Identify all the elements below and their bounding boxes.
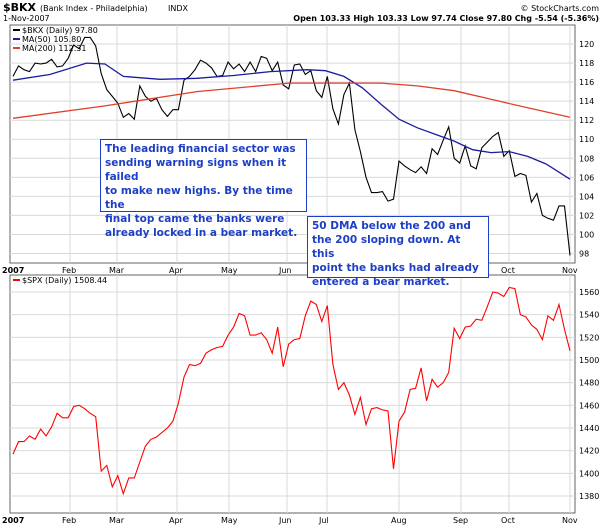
y-tick-label: 1440 bbox=[579, 424, 599, 433]
x-tick-label: 2007 bbox=[2, 266, 24, 275]
y-tick-label: 1420 bbox=[579, 447, 599, 456]
bottom-y-axis: 1380 1400 1420 1440 1460 1480 1500 1520 1540 1560 bbox=[579, 288, 599, 501]
annotation-financial-sector: The leading financial sector was sending… bbox=[100, 139, 307, 239]
bottom-x-axis: 2007 Feb Mar Apr May Jun Jul Aug Sep Oct Nov bbox=[2, 516, 578, 525]
chart-name: (Bank Index - Philadelphia) bbox=[40, 4, 148, 13]
y-tick-label: 112 bbox=[579, 116, 594, 125]
bottom-panel bbox=[9, 274, 576, 514]
x-tick-label: May bbox=[221, 516, 238, 525]
y-tick-label: 120 bbox=[579, 40, 594, 49]
y-tick-label: 1560 bbox=[579, 288, 599, 297]
y-tick-label: 116 bbox=[579, 78, 594, 87]
y-tick-label: 1540 bbox=[579, 311, 599, 320]
bottom-legend: $SPX (Daily) 1508.44 bbox=[13, 276, 107, 285]
chart-exchange: INDX bbox=[168, 4, 189, 13]
y-tick-label: 1460 bbox=[579, 401, 599, 410]
y-tick-label: 1380 bbox=[579, 492, 599, 501]
y-tick-label: 108 bbox=[579, 154, 594, 163]
chart-ohlc: Open 103.33 High 103.33 Low 97.74 Close … bbox=[293, 14, 599, 23]
annotation-50-dma: 50 DMA below the 200 and the 200 sloping… bbox=[307, 216, 489, 288]
x-tick-label: Apr bbox=[169, 266, 184, 275]
x-tick-label: Apr bbox=[169, 516, 184, 525]
legend-label: $SPX (Daily) 1508.44 bbox=[22, 276, 107, 285]
y-tick-label: 1400 bbox=[579, 469, 599, 478]
y-tick-label: 110 bbox=[579, 135, 594, 144]
y-tick-label: 118 bbox=[579, 59, 594, 68]
top-y-axis: 98 100 102 104 106 108 110 112 114 116 118 120 bbox=[579, 40, 594, 258]
y-tick-label: 104 bbox=[579, 192, 594, 201]
x-tick-label: Oct bbox=[501, 266, 515, 275]
y-tick-label: 1520 bbox=[579, 333, 599, 342]
chart-symbol: $BKX bbox=[3, 1, 37, 14]
x-tick-label: Oct bbox=[501, 516, 515, 525]
y-tick-label: 1500 bbox=[579, 356, 599, 365]
x-tick-label: 2007 bbox=[2, 516, 24, 525]
x-tick-label: Jun bbox=[278, 266, 292, 275]
x-tick-label: Feb bbox=[62, 516, 76, 525]
y-tick-label: 100 bbox=[579, 230, 594, 239]
x-tick-label: Jul bbox=[318, 516, 329, 525]
x-tick-label: May bbox=[221, 266, 238, 275]
series-line-bkx bbox=[12, 36, 571, 256]
x-tick-label: Nov bbox=[562, 266, 578, 275]
y-tick-label: 1480 bbox=[579, 379, 599, 388]
watermark: © StockCharts.com bbox=[521, 4, 600, 13]
y-tick-label: 98 bbox=[579, 249, 589, 258]
x-tick-label: Aug bbox=[391, 516, 407, 525]
x-tick-label: Feb bbox=[62, 266, 76, 275]
series-line-ma200 bbox=[12, 82, 571, 119]
y-tick-label: 102 bbox=[579, 211, 594, 220]
bottom-gridlines bbox=[10, 275, 575, 513]
series-line-ma50 bbox=[12, 62, 571, 180]
y-tick-label: 106 bbox=[579, 173, 594, 182]
y-tick-label: 114 bbox=[579, 97, 594, 106]
x-tick-label: Jun bbox=[278, 516, 292, 525]
legend-label: MA(200) 112.31 bbox=[22, 44, 86, 53]
legend-label: $BKX (Daily) 97.80 bbox=[22, 26, 98, 35]
bottom-series-group bbox=[12, 286, 571, 496]
x-tick-label: Nov bbox=[562, 516, 578, 525]
x-tick-label: Sep bbox=[453, 516, 468, 525]
legend-label: MA(50) 105.80 bbox=[22, 35, 81, 44]
series-line-spx bbox=[12, 286, 571, 496]
x-tick-label: Mar bbox=[109, 266, 125, 275]
x-tick-label: Mar bbox=[109, 516, 125, 525]
top-series-group bbox=[12, 36, 571, 256]
chart-date: 1-Nov-2007 bbox=[3, 14, 50, 23]
